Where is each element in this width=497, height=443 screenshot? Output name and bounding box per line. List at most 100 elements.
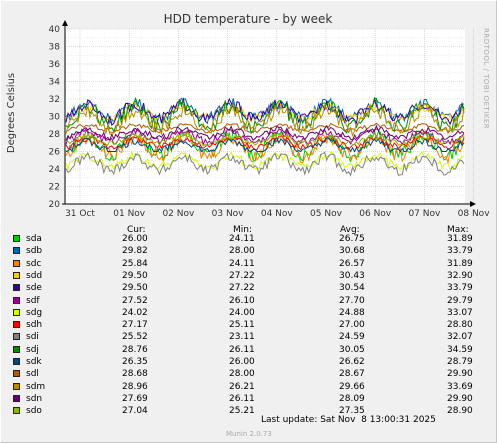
- legend-cur: 26.35: [122, 357, 148, 367]
- y-tick-label: 30: [49, 113, 61, 123]
- legend-avg: 28.09: [339, 393, 365, 404]
- y-tick-label: 40: [49, 25, 61, 35]
- legend-name: sdl: [26, 369, 39, 380]
- y-tick-label: 24: [49, 165, 61, 175]
- legend-cur: 26.00: [122, 234, 148, 244]
- legend-row-sdd: sdd 29.50 27.22 30.43 32.90: [0, 270, 497, 282]
- y-tick-label: 36: [49, 60, 61, 70]
- series-line-sdi: [65, 151, 465, 177]
- series-line-sdf: [65, 127, 465, 147]
- legend-name: sdi: [26, 332, 39, 343]
- legend-name: sde: [26, 283, 42, 294]
- legend-swatch: [13, 284, 20, 292]
- legend-avg: 26.57: [339, 258, 365, 269]
- legend-swatch: [13, 382, 20, 390]
- legend-swatch: [13, 333, 20, 341]
- legend-max: 28.90: [447, 406, 473, 417]
- chart-title: HDD temperature - by week: [164, 12, 333, 26]
- axes: [62, 20, 476, 207]
- legend-name: sdd: [26, 270, 43, 281]
- legend-min: 26.10: [229, 295, 255, 306]
- legend-min: 28.00: [229, 246, 255, 257]
- legend-min: 27.22: [229, 283, 255, 294]
- y-tick-label: 34: [49, 78, 61, 88]
- legend-avg: 30.68: [339, 246, 365, 257]
- legend-row-sdf: sdf 27.52 26.10 27.70 29.79: [0, 295, 497, 307]
- legend-min: 24.11: [229, 234, 255, 244]
- legend-name: sdc: [26, 258, 42, 269]
- legend-min: 26.21: [229, 381, 255, 392]
- legend-avg: 28.67: [339, 369, 365, 380]
- last-update-text: Last update: Sat Nov 8 13:00:31 2025: [261, 415, 436, 425]
- legend-name: sdh: [26, 320, 43, 331]
- x-tick-label: 06 Nov: [359, 209, 392, 219]
- legend-cur: 27.04: [122, 406, 148, 417]
- x-axis-arrow: [470, 201, 476, 207]
- legend-row-sdm: sdm 28.96 26.21 29.66 33.69: [0, 381, 497, 393]
- y-tick-label: 20: [49, 200, 61, 210]
- legend-min: 24.11: [229, 258, 255, 269]
- legend-row-sdh: sdh 27.17 25.11 27.00 28.80: [0, 319, 497, 331]
- x-tick-label: 04 Nov: [261, 209, 294, 219]
- legend-header-avg: Avg:: [340, 225, 360, 235]
- legend-swatch: [13, 271, 20, 279]
- legend-row-sda: sda 26.00 24.11 26.75 31.89: [0, 233, 497, 245]
- legend-row-sdc: sdc 25.84 24.11 26.57 31.89: [0, 258, 497, 270]
- legend-avg: 30.05: [339, 344, 365, 355]
- legend-cur: 28.76: [122, 344, 148, 355]
- series-lines: [65, 96, 465, 177]
- series-line-sdm: [65, 103, 465, 138]
- legend-avg: 27.70: [339, 295, 365, 306]
- legend-name: sdk: [26, 357, 42, 367]
- legend-header-max: Max:: [447, 225, 469, 235]
- legend-max: 29.79: [447, 295, 473, 306]
- legend-cur: 27.52: [122, 295, 148, 306]
- legend-swatch: [13, 394, 20, 402]
- series-line-sdo: [65, 132, 465, 147]
- legend-min: 25.21: [229, 406, 255, 417]
- legend-swatch: [13, 370, 20, 378]
- legend-swatch: [13, 296, 20, 304]
- legend-swatch: [13, 321, 20, 329]
- legend-swatch: [13, 308, 20, 316]
- series-line-sdh: [65, 134, 465, 151]
- legend-name: sdm: [26, 381, 46, 392]
- legend-min: 28.00: [229, 369, 255, 380]
- legend-name: sdn: [26, 393, 43, 404]
- legend-cur: 24.02: [122, 307, 148, 318]
- legend-min: 23.11: [229, 332, 255, 343]
- legend-max: 31.89: [447, 258, 473, 269]
- legend-avg: 24.59: [339, 332, 365, 343]
- munin-version-text: Munin 2.0.73: [226, 430, 272, 438]
- legend-avg: 24.88: [339, 307, 365, 318]
- legend-name: sdo: [26, 406, 42, 417]
- legend-cur: 27.17: [122, 320, 148, 331]
- legend-max: 32.90: [447, 270, 473, 281]
- legend-max: 29.90: [447, 393, 473, 404]
- legend-max: 33.79: [447, 283, 473, 294]
- legend-max: 34.59: [447, 344, 473, 355]
- y-axis-label: Degrees Celsius: [6, 73, 17, 153]
- legend-row-sde: sde 29.50 27.22 30.54 33.79: [0, 282, 497, 294]
- legend-max: 29.90: [447, 369, 473, 380]
- x-tick-label: 03 Nov: [212, 209, 245, 219]
- x-tick-label: 02 Nov: [162, 209, 195, 219]
- legend-row-sdb: sdb 29.82 28.00 30.68 33.79: [0, 245, 497, 257]
- series-line-sdk: [65, 136, 465, 153]
- legend-cur: 29.50: [122, 270, 148, 281]
- legend-row-sdk: sdk 26.35 26.00 26.62 28.79: [0, 356, 497, 368]
- legend-swatch: [13, 259, 20, 267]
- y-tick-label: 26: [49, 148, 61, 158]
- y-tick-label: 32: [49, 95, 60, 105]
- legend-name: sdj: [26, 344, 39, 355]
- legend-max: 33.79: [447, 246, 473, 257]
- legend-avg: 30.54: [339, 283, 365, 294]
- legend-min: 26.11: [229, 393, 255, 404]
- legend-row-sdl: sdl 28.68 28.00 28.67 29.90: [0, 368, 497, 380]
- legend-avg: 27.35: [339, 406, 365, 417]
- rrdtool-watermark: RRDTOOL / TOBI OETIKER: [482, 28, 490, 130]
- x-tick-label: 31 Oct: [65, 209, 95, 219]
- legend-cur: 28.96: [122, 381, 148, 392]
- legend-swatch: [13, 345, 20, 353]
